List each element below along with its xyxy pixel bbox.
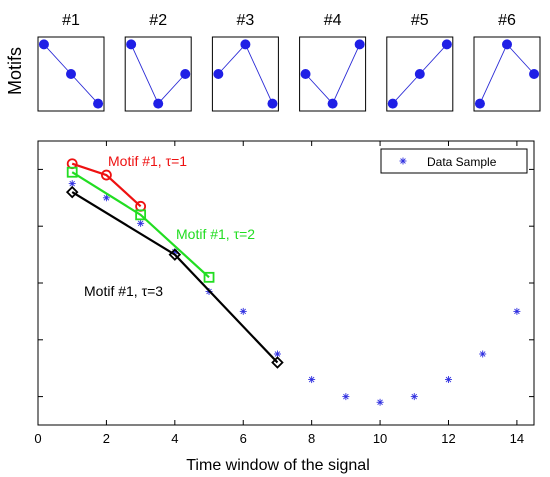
motif-point [327,98,338,109]
motif-marker [271,356,284,369]
motif-label: #3 [237,12,255,29]
motif-marker [66,166,78,178]
motif-series: Motif #1, τ=2 [66,166,255,283]
x-axis-label: Time window of the signal [186,457,370,474]
motif-point [66,69,76,79]
motif-lines: Motif #1, τ=1 Motif #1, τ=2 Motif #1, τ=3 [65,153,284,369]
motif-point [213,69,224,79]
motif-point [180,69,191,79]
x-tick-label: 4 [171,431,178,446]
motif-frame [473,36,541,112]
x-tick-label: 2 [103,431,110,446]
motifs-ylabel: Motifs [5,47,25,95]
motif-point [529,69,540,79]
motif-point [502,39,512,50]
motif-series-label: Motif #1, τ=2 [176,226,255,242]
legend-asterisk [399,157,407,165]
motif-point [267,98,278,109]
motif-point [38,39,49,50]
x-tick-label: 0 [34,431,41,446]
legend-marker [399,157,407,165]
motif-marker [135,209,147,221]
motif-label: #4 [324,12,342,29]
motif-panel: #3 [211,12,279,112]
x-tick-label: 8 [308,431,315,446]
data-point [68,180,76,188]
motif-panel: #4 [299,12,367,112]
motif-point [387,98,398,109]
motif-marker [101,169,112,181]
data-point [410,393,418,401]
motif-series-label: Motif #1, τ=3 [84,283,163,299]
motif-point [354,39,365,50]
motif-point [300,69,311,79]
motif-label: #5 [411,12,429,29]
motif-point [93,98,104,109]
motif-series-label: Motif #1, τ=1 [108,153,187,169]
motif-series-line [71,162,142,208]
motif-panels: #1 #2 #3 #4 #5 #6 [37,12,541,112]
axes: 0 2 4 6 8 10 12 14 [34,141,534,446]
motif-marker [168,248,182,261]
motif-panel: #5 [386,12,454,112]
data-point [479,350,487,358]
motif-point [441,39,452,50]
motif-point [474,98,485,109]
motif-label: #6 [498,12,516,29]
motif-label: #2 [149,12,167,29]
motif-series: Motif #1, τ=1 [66,153,187,212]
data-point [342,393,350,401]
x-tick-label: 10 [373,431,387,446]
motif-marker [203,271,215,283]
legend: Data Sample [380,148,528,174]
motif-label: #1 [62,12,80,29]
motif-point [414,69,425,79]
x-tick-label: 14 [510,431,524,446]
x-tick-label: 12 [441,431,455,446]
motif-panel: #1 [37,12,105,112]
motif-series-line [71,191,279,364]
motif-series-line [71,171,210,279]
data-point [308,376,316,384]
data-point [137,219,145,227]
motif-marker [65,185,79,199]
data-point [444,376,452,384]
data-point [239,307,247,315]
data-point [376,398,384,406]
data-point [513,307,521,315]
legend-label: Data Sample [427,155,497,169]
motif-panel: #2 [124,12,192,112]
data-point [102,194,110,202]
motif-series: Motif #1, τ=3 [65,185,284,369]
x-tick-label: 6 [240,431,247,446]
motif-point [240,39,251,50]
motif-panel: #6 [473,12,541,112]
motif-point [153,98,164,109]
motif-point [126,39,137,50]
